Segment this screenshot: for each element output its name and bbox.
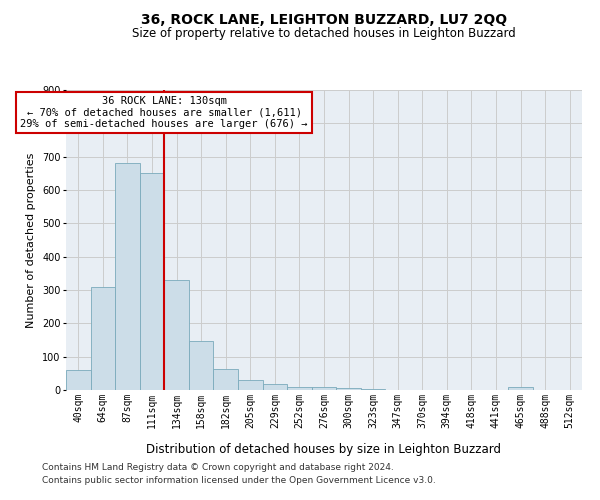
Bar xyxy=(140,174,164,390)
Bar xyxy=(287,386,312,390)
Text: Contains public sector information licensed under the Open Government Licence v3: Contains public sector information licen… xyxy=(42,476,436,485)
Text: 36, ROCK LANE, LEIGHTON BUZZARD, LU7 2QQ: 36, ROCK LANE, LEIGHTON BUZZARD, LU7 2QQ xyxy=(141,12,507,26)
Bar xyxy=(214,369,238,390)
Bar xyxy=(164,280,189,390)
Bar xyxy=(189,340,214,390)
Bar xyxy=(263,384,287,390)
Text: Contains HM Land Registry data © Crown copyright and database right 2024.: Contains HM Land Registry data © Crown c… xyxy=(42,464,394,472)
Y-axis label: Number of detached properties: Number of detached properties xyxy=(26,152,37,328)
Bar xyxy=(312,388,336,390)
Text: Distribution of detached houses by size in Leighton Buzzard: Distribution of detached houses by size … xyxy=(146,442,502,456)
Bar xyxy=(91,286,115,390)
Bar xyxy=(336,388,361,390)
Text: 36 ROCK LANE: 130sqm
← 70% of detached houses are smaller (1,611)
29% of semi-de: 36 ROCK LANE: 130sqm ← 70% of detached h… xyxy=(20,96,308,129)
Bar xyxy=(508,387,533,390)
Bar xyxy=(238,380,263,390)
Text: Size of property relative to detached houses in Leighton Buzzard: Size of property relative to detached ho… xyxy=(132,28,516,40)
Bar xyxy=(115,164,140,390)
Bar xyxy=(66,370,91,390)
